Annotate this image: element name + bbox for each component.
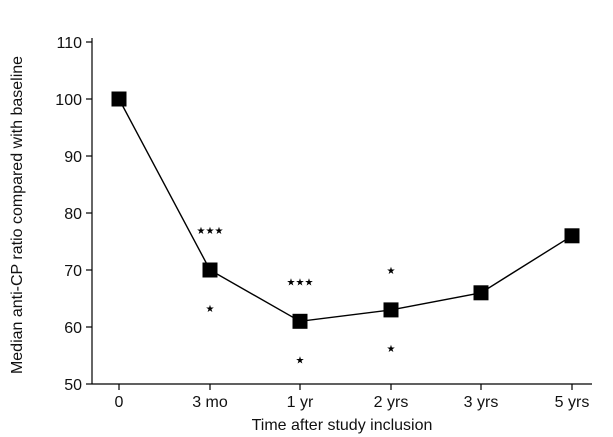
data-point-3-mo (202, 262, 218, 278)
y-tick-label: 70 (64, 263, 82, 280)
x-tick-label: 2 yrs (374, 394, 409, 411)
y-ticks: 50 60 70 80 90 100 110 (55, 35, 92, 394)
x-tick-label: 0 (115, 394, 124, 411)
series (111, 91, 580, 329)
x-tick-label: 1 yr (287, 394, 314, 411)
y-tick-label: 50 (64, 377, 82, 394)
significance-stars: ★★★ (197, 226, 224, 237)
significance-stars: ★ (387, 266, 396, 277)
y-tick-label: 90 (64, 149, 82, 166)
significance-stars: ★ (387, 344, 396, 355)
y-tick-label: 100 (55, 92, 82, 109)
data-point-0 (111, 91, 127, 107)
y-tick-label: 80 (64, 206, 82, 223)
data-point-1-yr (292, 313, 308, 329)
data-point-2-yrs (383, 302, 399, 318)
x-tick-label: 5 yrs (555, 394, 590, 411)
significance-stars: ★ (296, 355, 305, 366)
x-ticks: 0 3 mo 1 yr 2 yrs 3 yrs 5 yrs (115, 384, 590, 411)
significance-stars: ★★★ (287, 277, 314, 288)
y-tick-label: 60 (64, 320, 82, 337)
annotations: ★★★★★★★★★★ (197, 226, 396, 366)
data-point-3-yrs (473, 285, 489, 301)
data-point-5-yrs (564, 228, 580, 244)
x-axis-title: Time after study inclusion (252, 417, 433, 434)
y-tick-label: 110 (56, 35, 82, 52)
series-line (118, 98, 573, 323)
x-tick-label: 3 mo (192, 394, 228, 411)
x-tick-label: 3 yrs (464, 394, 499, 411)
y-axis-title: Median anti-CP ratio compared with basel… (9, 56, 26, 374)
significance-stars: ★ (206, 304, 215, 315)
